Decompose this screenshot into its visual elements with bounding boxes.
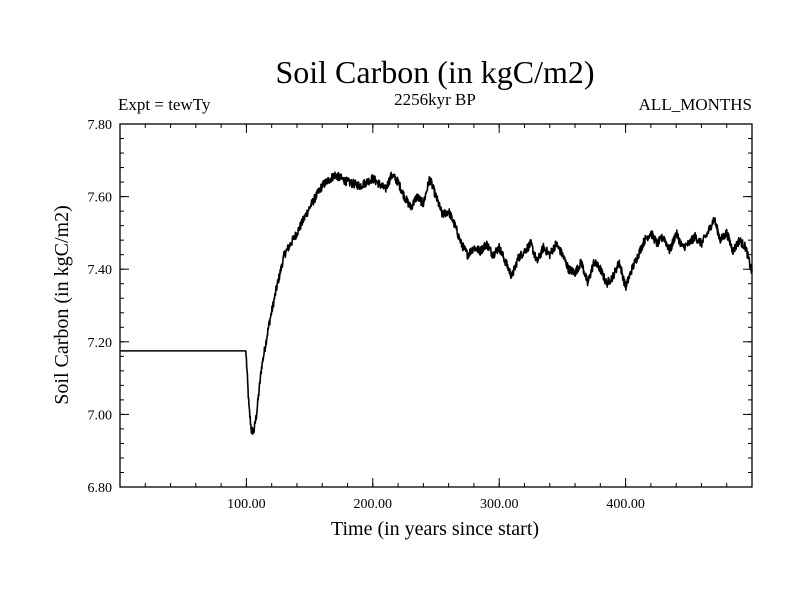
x-tick-label: 200.00: [354, 497, 393, 512]
y-tick-label: 6.80: [88, 481, 113, 496]
experiment-label: Expt = tewTy: [118, 95, 211, 114]
series-line-soil-carbon: [119, 171, 753, 435]
y-axis-label: Soil Carbon (in kgC/m2): [51, 205, 73, 404]
y-tick-label: 7.20: [88, 336, 113, 351]
axis-tick-labels: 100.00 200.00 300.00 400.00 6.80 7.00 7.20 7.40…: [88, 118, 645, 512]
x-tick-label: 300.00: [480, 497, 519, 512]
x-tick-label: 100.00: [227, 497, 266, 512]
y-tick-label: 7.80: [88, 118, 113, 133]
x-tick-label: 400.00: [606, 497, 645, 512]
y-tick-label: 7.40: [88, 263, 113, 278]
y-tick-label: 7.60: [88, 191, 113, 206]
x-axis-label: Time (in years since start): [331, 518, 539, 540]
months-label: ALL_MONTHS: [639, 95, 752, 114]
data-series: [119, 171, 753, 435]
y-tick-label: 7.00: [88, 408, 113, 423]
plot-frame: [119, 123, 753, 488]
period-label: 2256kyr BP: [394, 90, 476, 109]
chart-title: Soil Carbon (in kgC/m2): [275, 54, 594, 90]
axis-ticks: [120, 123, 752, 488]
